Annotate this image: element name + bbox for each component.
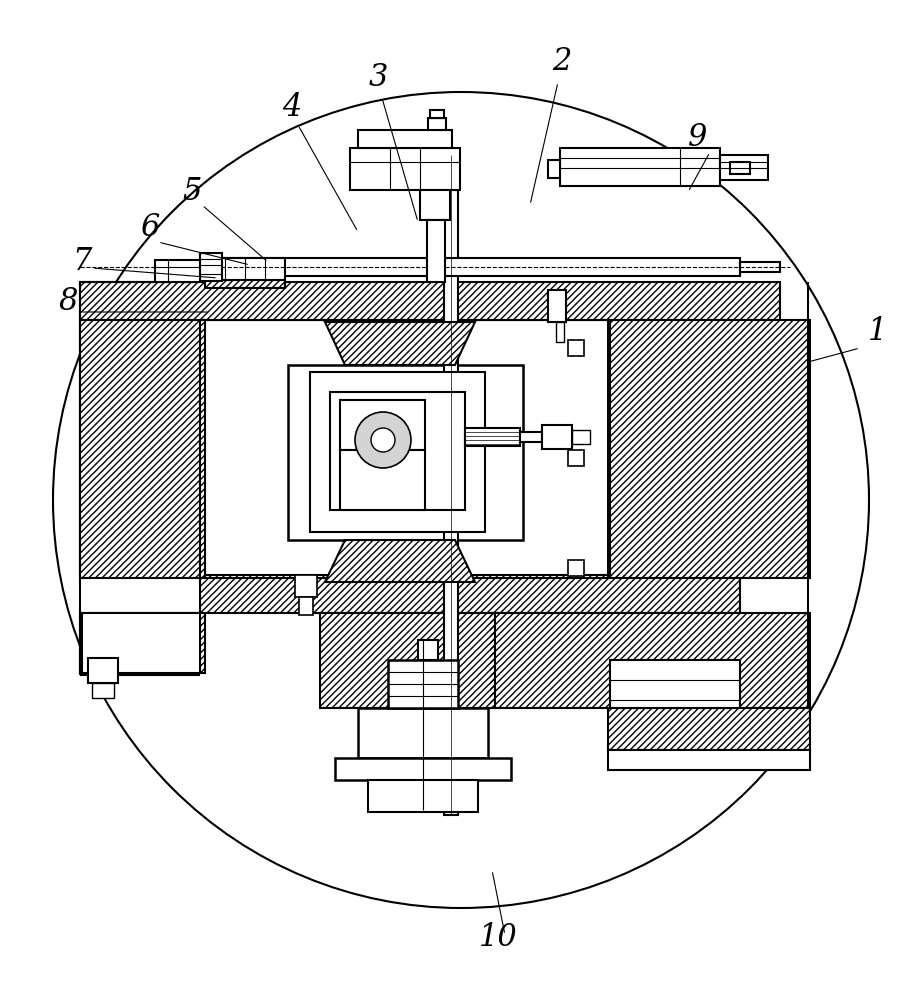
- Text: 3: 3: [368, 62, 387, 94]
- Bar: [418, 640, 438, 660]
- Bar: [608, 708, 810, 750]
- Bar: [608, 320, 810, 578]
- Bar: [340, 400, 425, 450]
- Bar: [548, 290, 566, 322]
- Bar: [358, 130, 452, 148]
- Bar: [200, 253, 222, 281]
- Text: 2: 2: [552, 46, 572, 78]
- Bar: [465, 428, 520, 446]
- Bar: [200, 575, 740, 613]
- Bar: [340, 450, 425, 510]
- Bar: [388, 660, 458, 708]
- Text: 6: 6: [140, 213, 160, 243]
- Text: 10: 10: [479, 922, 517, 954]
- Circle shape: [371, 428, 395, 452]
- Bar: [288, 365, 523, 540]
- Text: 5: 5: [183, 176, 202, 208]
- Bar: [310, 372, 485, 532]
- Bar: [92, 683, 114, 698]
- Bar: [80, 282, 780, 320]
- Bar: [740, 262, 780, 272]
- Bar: [358, 708, 488, 758]
- Bar: [82, 613, 200, 673]
- Bar: [88, 658, 118, 683]
- Bar: [200, 258, 740, 276]
- Bar: [608, 320, 810, 578]
- Bar: [200, 575, 740, 613]
- Bar: [568, 560, 584, 576]
- Bar: [299, 597, 313, 615]
- Bar: [556, 322, 564, 342]
- Text: 8: 8: [58, 286, 77, 318]
- Bar: [320, 613, 495, 708]
- Bar: [608, 708, 810, 750]
- Polygon shape: [325, 540, 475, 582]
- Bar: [608, 750, 810, 770]
- Bar: [295, 575, 317, 597]
- Bar: [350, 148, 460, 190]
- Bar: [542, 425, 572, 449]
- Bar: [80, 613, 205, 673]
- Bar: [730, 162, 750, 174]
- Polygon shape: [325, 322, 475, 365]
- Circle shape: [355, 412, 411, 468]
- Text: 1: 1: [869, 316, 888, 348]
- Bar: [80, 282, 780, 320]
- Bar: [444, 155, 458, 815]
- Bar: [80, 320, 205, 578]
- Bar: [430, 110, 444, 118]
- Text: 7: 7: [72, 246, 91, 277]
- Bar: [548, 160, 560, 178]
- Text: 9: 9: [689, 122, 708, 153]
- Bar: [490, 613, 810, 708]
- Bar: [205, 258, 285, 280]
- Bar: [610, 660, 740, 708]
- Bar: [368, 780, 478, 812]
- Bar: [205, 280, 285, 288]
- Bar: [568, 340, 584, 356]
- Bar: [205, 280, 285, 288]
- Bar: [560, 148, 720, 186]
- Bar: [720, 155, 768, 180]
- Bar: [155, 260, 200, 282]
- Bar: [568, 450, 584, 466]
- Text: 4: 4: [282, 93, 301, 123]
- Bar: [520, 432, 542, 442]
- Circle shape: [53, 92, 869, 908]
- Bar: [80, 613, 205, 673]
- Bar: [330, 392, 465, 510]
- Bar: [572, 430, 590, 444]
- Bar: [80, 320, 205, 578]
- Bar: [335, 758, 511, 780]
- Bar: [320, 613, 495, 708]
- Bar: [427, 220, 445, 282]
- Bar: [428, 118, 446, 130]
- Bar: [420, 190, 450, 220]
- Bar: [490, 613, 810, 708]
